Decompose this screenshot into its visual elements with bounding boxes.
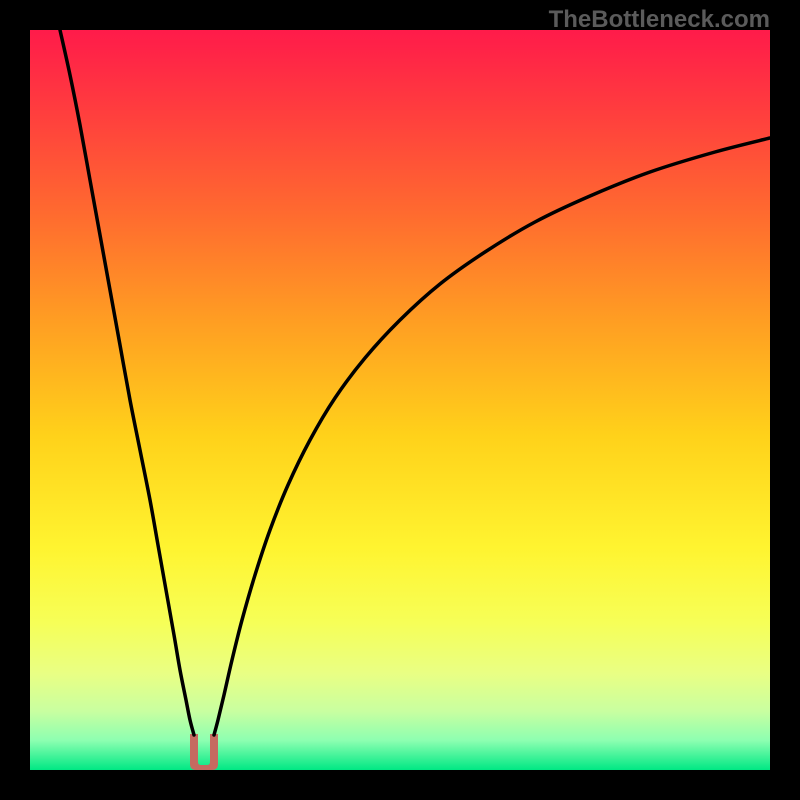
chart-frame: TheBottleneck.com	[0, 0, 800, 800]
curve-layer	[30, 30, 770, 770]
dip-marker	[190, 734, 218, 770]
plot-area	[30, 30, 770, 770]
curve-right-branch	[214, 138, 770, 735]
curve-left-branch	[60, 30, 194, 735]
